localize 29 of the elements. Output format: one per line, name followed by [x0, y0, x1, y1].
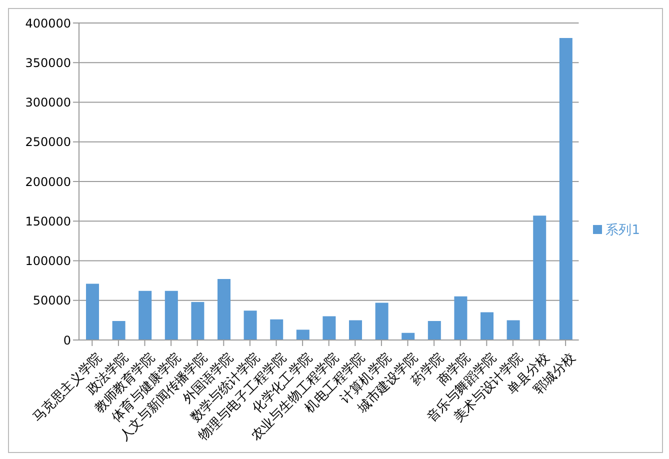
bar — [296, 330, 310, 340]
bar — [375, 302, 388, 340]
bar — [138, 290, 152, 340]
bar — [480, 312, 494, 340]
y-tick-label: 100000 — [25, 254, 71, 268]
y-tick-label: 300000 — [25, 96, 71, 110]
y-tick-label: 150000 — [25, 214, 71, 228]
bar — [322, 316, 336, 340]
bar — [112, 320, 126, 340]
y-tick-label: 350000 — [25, 56, 71, 70]
bar — [218, 278, 231, 340]
bar — [349, 320, 362, 340]
bar — [559, 38, 572, 340]
bar — [270, 319, 284, 340]
y-tick-label: 0 — [63, 333, 71, 348]
bar — [191, 302, 204, 340]
bar — [86, 284, 99, 340]
bar — [402, 332, 415, 340]
y-tick-label: 400000 — [25, 16, 71, 30]
bar — [428, 320, 441, 340]
y-tick-label: 250000 — [25, 135, 71, 150]
bar — [506, 320, 520, 340]
legend-label: 系列1 — [606, 222, 640, 238]
bar — [164, 290, 178, 340]
bar — [244, 310, 257, 340]
bar — [533, 216, 546, 340]
bar — [454, 296, 468, 340]
y-tick-label: 50000 — [32, 294, 71, 308]
y-tick-label: 200000 — [25, 174, 71, 189]
